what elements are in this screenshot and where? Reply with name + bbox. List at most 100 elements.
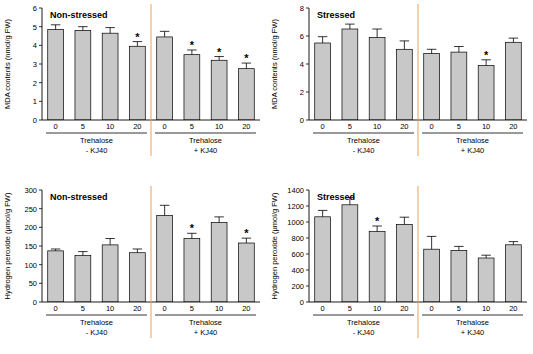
error-bar <box>105 239 114 245</box>
significance-mark: * <box>135 31 140 43</box>
x-tick-label: 10 <box>106 304 114 313</box>
bar <box>342 205 358 302</box>
error-line <box>431 236 432 249</box>
error-bar <box>160 31 169 37</box>
y-tick-label: 100 <box>24 261 37 270</box>
y-axis <box>309 190 310 302</box>
error-cap <box>160 31 169 32</box>
y-tick-label: 0 <box>33 116 37 125</box>
bar <box>369 232 385 302</box>
group-label: Trehalose <box>80 136 113 145</box>
significance-mark: * <box>484 49 489 61</box>
error-cap <box>214 216 223 217</box>
bar <box>424 249 440 302</box>
error-cap <box>160 205 169 206</box>
group-bracket <box>155 315 256 316</box>
group-bracket <box>422 315 523 316</box>
figure: 0123456MDA contents (nmol/g FW)****05102… <box>0 0 533 354</box>
group-label: Trehalose <box>456 318 489 327</box>
panel: 02468MDA contents (nmol/g FW)*0510200510… <box>270 4 527 156</box>
group-label: Trehalose <box>347 318 380 327</box>
y-tick-label: 250 <box>24 205 37 214</box>
group-label: Trehalose <box>347 136 380 145</box>
y-tick-label: 800 <box>291 234 304 243</box>
bar <box>478 65 494 120</box>
bar <box>211 222 227 302</box>
bar <box>342 29 358 120</box>
error-line <box>164 205 165 215</box>
y-tick-label: 1200 <box>287 202 304 211</box>
significance-mark: * <box>217 46 222 58</box>
x-tick-label: 20 <box>133 122 141 131</box>
error-bar <box>509 38 518 42</box>
error-cap <box>427 236 436 237</box>
group-label: Trehalose <box>456 136 489 145</box>
error-bar <box>454 47 463 53</box>
error-cap <box>345 24 354 25</box>
x-tick-label: 0 <box>54 122 58 131</box>
error-bar <box>51 249 60 251</box>
y-tick-label: 600 <box>291 250 304 259</box>
group-bracket <box>155 133 256 134</box>
y-tick-label: 0 <box>300 298 304 307</box>
error-cap <box>481 255 490 256</box>
error-line <box>513 242 514 245</box>
x-tick-label: 0 <box>163 122 167 131</box>
group-divider <box>151 4 152 156</box>
error-line <box>82 27 83 31</box>
x-tick-label: 10 <box>215 122 223 131</box>
x-tick-label: 10 <box>482 304 490 313</box>
x-tick-label: 0 <box>163 304 167 313</box>
error-line <box>377 29 378 37</box>
error-line <box>110 28 111 34</box>
error-bar <box>400 41 409 49</box>
x-tick-label: 20 <box>509 304 517 313</box>
x-tick-label: 10 <box>215 304 223 313</box>
x-tick-label: 5 <box>190 304 194 313</box>
panel: 050100150200250300Hydrogen peroxide (μmo… <box>3 186 260 338</box>
error-cap <box>78 251 87 252</box>
y-tick-label: 200 <box>291 282 304 291</box>
significance-mark: * <box>244 227 249 239</box>
x-tick-label: 0 <box>321 122 325 131</box>
significance-mark: * <box>190 39 195 51</box>
x-tick-label: 5 <box>348 122 352 131</box>
group-bracket <box>422 133 523 134</box>
x-tick-label: 10 <box>373 122 381 131</box>
error-cap <box>509 38 518 39</box>
bar <box>315 43 331 120</box>
y-axis <box>42 190 43 302</box>
error-bar <box>133 249 142 253</box>
group-divider <box>418 186 419 338</box>
bar <box>75 30 91 120</box>
y-axis-label: Hydrogen peroxide (μmol/g FW) <box>270 192 279 299</box>
bar <box>129 253 145 302</box>
bar <box>238 69 254 120</box>
group-label: Trehalose <box>189 318 222 327</box>
error-line <box>219 217 220 223</box>
y-tick-label: 4 <box>300 60 304 69</box>
y-tick-label: 8 <box>300 4 304 13</box>
bar <box>396 224 412 302</box>
y-tick-label: 2 <box>33 79 37 88</box>
error-line <box>82 252 83 256</box>
error-cap <box>318 36 327 37</box>
group-divider <box>418 4 419 156</box>
error-bar <box>509 242 518 245</box>
y-tick-label: 150 <box>24 242 37 251</box>
error-cap <box>105 238 114 239</box>
bar <box>129 46 145 120</box>
bar <box>451 250 467 302</box>
error-line <box>486 255 487 258</box>
x-tick-label: 10 <box>106 122 114 131</box>
error-bar <box>160 205 169 215</box>
x-tick-label: 20 <box>242 122 250 131</box>
y-axis <box>42 8 43 120</box>
y-tick-label: 50 <box>29 279 37 288</box>
error-line <box>404 41 405 49</box>
significance-mark: * <box>375 215 380 227</box>
error-bar <box>372 29 381 37</box>
y-axis-label: MDA contents (nmol/g FW) <box>270 18 279 109</box>
error-bar <box>78 27 87 31</box>
error-bar <box>427 49 436 53</box>
